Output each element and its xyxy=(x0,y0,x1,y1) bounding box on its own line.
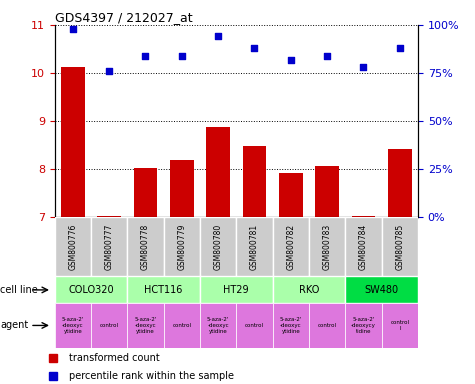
Bar xyxy=(127,303,163,348)
Text: RKO: RKO xyxy=(299,285,319,295)
Text: GSM800785: GSM800785 xyxy=(395,223,404,270)
Text: cell line: cell line xyxy=(0,285,38,295)
Bar xyxy=(61,67,85,217)
Bar xyxy=(309,217,345,276)
Bar xyxy=(163,217,200,276)
Bar xyxy=(200,276,273,303)
Bar xyxy=(206,127,230,217)
Text: control: control xyxy=(318,323,337,328)
Text: GSM800779: GSM800779 xyxy=(177,223,186,270)
Bar xyxy=(388,149,412,217)
Bar xyxy=(127,276,200,303)
Point xyxy=(214,33,222,40)
Text: agent: agent xyxy=(0,320,28,331)
Bar xyxy=(345,303,381,348)
Text: 5-aza-2'
-deoxyc
ytidine: 5-aza-2' -deoxyc ytidine xyxy=(62,317,84,334)
Text: GDS4397 / 212027_at: GDS4397 / 212027_at xyxy=(55,11,192,24)
Bar xyxy=(237,303,273,348)
Text: percentile rank within the sample: percentile rank within the sample xyxy=(69,371,234,381)
Bar xyxy=(315,166,339,217)
Point xyxy=(251,45,258,51)
Bar xyxy=(243,146,266,217)
Bar xyxy=(170,160,194,217)
Bar xyxy=(352,216,375,217)
Text: SW480: SW480 xyxy=(365,285,399,295)
Text: control: control xyxy=(100,323,119,328)
Text: 5-aza-2'
-deoxyc
ytidine: 5-aza-2' -deoxyc ytidine xyxy=(207,317,229,334)
Bar xyxy=(133,169,157,217)
Bar xyxy=(55,303,91,348)
Point xyxy=(69,26,76,32)
Bar xyxy=(200,303,237,348)
Text: GSM800783: GSM800783 xyxy=(323,223,332,270)
Bar xyxy=(200,217,237,276)
Bar xyxy=(55,217,91,276)
Text: control: control xyxy=(245,323,264,328)
Point xyxy=(287,56,294,63)
Point xyxy=(323,53,331,59)
Text: control: control xyxy=(172,323,191,328)
Text: GSM800780: GSM800780 xyxy=(214,223,223,270)
Text: 5-aza-2'
-deoxyc
ytidine: 5-aza-2' -deoxyc ytidine xyxy=(134,317,157,334)
Point xyxy=(178,53,186,59)
Text: GSM800778: GSM800778 xyxy=(141,223,150,270)
Bar xyxy=(273,276,345,303)
Text: 5-aza-2'
-deoxycy
tidine: 5-aza-2' -deoxycy tidine xyxy=(351,317,376,334)
Bar xyxy=(163,303,200,348)
Bar xyxy=(237,217,273,276)
Bar xyxy=(273,217,309,276)
Point xyxy=(105,68,113,74)
Text: GSM800782: GSM800782 xyxy=(286,223,295,270)
Bar xyxy=(91,217,127,276)
Bar xyxy=(309,303,345,348)
Bar xyxy=(127,217,163,276)
Bar xyxy=(345,276,418,303)
Text: transformed count: transformed count xyxy=(69,353,160,363)
Bar xyxy=(381,217,418,276)
Text: control
l: control l xyxy=(390,320,409,331)
Text: COLO320: COLO320 xyxy=(68,285,114,295)
Bar xyxy=(91,303,127,348)
Bar xyxy=(381,303,418,348)
Point xyxy=(360,64,367,70)
Text: GSM800781: GSM800781 xyxy=(250,223,259,270)
Bar xyxy=(273,303,309,348)
Point xyxy=(396,45,404,51)
Text: GSM800784: GSM800784 xyxy=(359,223,368,270)
Bar xyxy=(55,276,127,303)
Text: HCT116: HCT116 xyxy=(144,285,183,295)
Text: HT29: HT29 xyxy=(224,285,249,295)
Bar xyxy=(279,173,303,217)
Text: GSM800776: GSM800776 xyxy=(68,223,77,270)
Bar xyxy=(345,217,381,276)
Text: 5-aza-2'
-deoxyc
ytidine: 5-aza-2' -deoxyc ytidine xyxy=(280,317,302,334)
Bar xyxy=(97,216,121,217)
Point xyxy=(142,53,149,59)
Text: GSM800777: GSM800777 xyxy=(104,223,114,270)
